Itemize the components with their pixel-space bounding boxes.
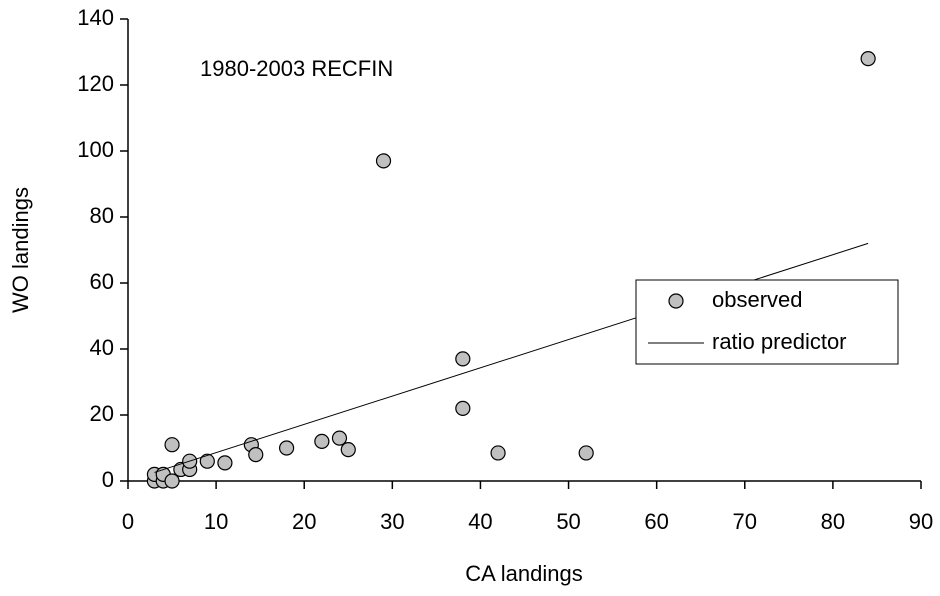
point bbox=[340, 442, 356, 458]
x-tick-label: 40 bbox=[468, 509, 492, 534]
y-tick-label: 20 bbox=[90, 401, 114, 426]
point bbox=[331, 430, 348, 446]
y-tick-label: 120 bbox=[77, 71, 114, 96]
point bbox=[199, 453, 215, 469]
y-axis-title: WO landings bbox=[8, 187, 33, 313]
legend-box bbox=[635, 279, 899, 365]
point bbox=[164, 473, 180, 489]
point bbox=[578, 445, 594, 461]
x-tick-label: 90 bbox=[909, 509, 933, 534]
x-axis-title: CA landings bbox=[465, 561, 582, 586]
point bbox=[164, 437, 180, 453]
x-tick-label: 50 bbox=[556, 509, 580, 534]
legend-label: ratio predictor bbox=[712, 329, 847, 354]
y-tick-label: 140 bbox=[77, 5, 114, 30]
point bbox=[248, 447, 264, 463]
x-tick-label: 0 bbox=[122, 509, 134, 534]
annotation: 1980-2003 RECFIN bbox=[200, 56, 393, 81]
point bbox=[314, 433, 330, 449]
point bbox=[217, 455, 233, 471]
x-tick-label: 20 bbox=[292, 509, 316, 534]
x-tick-label: 30 bbox=[380, 509, 404, 534]
point bbox=[860, 50, 876, 67]
y-tick-label: 100 bbox=[77, 137, 114, 162]
x-tick-label: 70 bbox=[733, 509, 757, 534]
y-tick-label: 0 bbox=[102, 467, 114, 492]
point bbox=[375, 153, 392, 169]
legend-symbol bbox=[668, 293, 684, 309]
y-tick-label: 80 bbox=[90, 203, 114, 228]
point bbox=[490, 445, 506, 461]
point bbox=[455, 400, 471, 416]
point bbox=[455, 351, 471, 367]
y-tick-label: 40 bbox=[90, 335, 114, 360]
point bbox=[279, 440, 295, 456]
x-tick-label: 10 bbox=[204, 509, 228, 534]
x-tick-label: 60 bbox=[644, 509, 668, 534]
legend-label: observed bbox=[712, 287, 803, 312]
y-tick-label: 60 bbox=[90, 269, 114, 294]
x-tick-label: 80 bbox=[821, 509, 845, 534]
